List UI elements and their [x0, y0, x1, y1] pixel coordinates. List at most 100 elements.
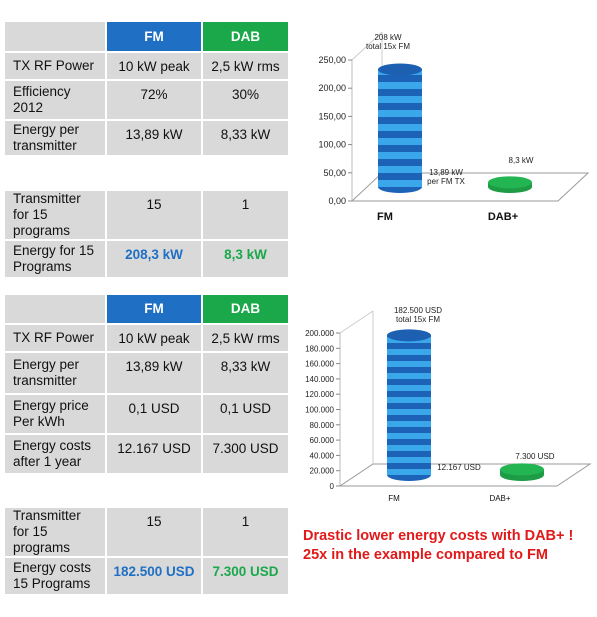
- cost-table-1: FM DAB TX RF Power 10 kW peak 2,5 kW rms…: [5, 295, 290, 475]
- dab-value: 8,33 kW: [203, 353, 290, 395]
- bar-body: [387, 335, 431, 481]
- energy-table-1: FM DAB TX RF Power 10 kW peak 2,5 kW rms…: [5, 22, 290, 157]
- category-label: FM: [377, 211, 393, 223]
- y-tick-label: 80.000: [310, 421, 335, 430]
- dab-total: 7.300 USD: [203, 558, 290, 596]
- row-label: Energy per transmitter: [5, 121, 107, 157]
- fm-total: 208,3 kW: [107, 241, 203, 279]
- y-tick-label: 180.000: [305, 344, 334, 353]
- y-tick-label: 140.000: [305, 375, 334, 384]
- fm-header: FM: [107, 22, 203, 53]
- y-tick-label: 100.000: [305, 406, 334, 415]
- fm-value: 10 kW peak: [107, 325, 203, 353]
- y-axis-ticks: 0 20.000 40.000 60.000 80.000 100.000 120.000 1…: [305, 329, 340, 491]
- row-label: Energy price Per kWh: [5, 395, 107, 435]
- header-blank-cell: [5, 295, 107, 325]
- fm-value: 12.167 USD: [107, 435, 203, 475]
- y-tick-label: 250,00: [318, 55, 346, 65]
- dab-value: 0,1 USD: [203, 395, 290, 435]
- fm-header: FM: [107, 295, 203, 325]
- x-axis-labels: FM DAB+: [377, 211, 518, 223]
- cost-chart: 0 20.000 40.000 60.000 80.000 100.000 120.000 1…: [305, 306, 592, 503]
- bar-top: [378, 63, 422, 76]
- y-tick-label: 150,00: [318, 111, 346, 121]
- dab-total: 8,3 kW: [203, 241, 290, 279]
- y-tick-label: 20.000: [310, 467, 335, 476]
- conclusion-note: Drastic lower energy costs with DAB+ ! 2…: [303, 527, 573, 565]
- fm-value: 13,89 kW: [107, 353, 203, 395]
- annotation-label: 13,89 kW: [429, 168, 463, 177]
- category-label: DAB+: [488, 211, 518, 223]
- floor-plane: [338, 463, 592, 487]
- bar-dab: [488, 176, 532, 193]
- annotation-label: total 15x FM: [396, 315, 440, 324]
- y-tick-label: 200,00: [318, 83, 346, 93]
- dab-value: 7.300 USD: [203, 435, 290, 475]
- dab-value: 1: [203, 508, 290, 558]
- bar-dab: [500, 463, 544, 481]
- annotation-label: per FM TX: [427, 177, 465, 186]
- wall-edge: [339, 310, 374, 334]
- annotation-label: 12.167 USD: [437, 463, 481, 472]
- annotation-label: 182.500 USD: [394, 306, 442, 315]
- bar-fm: [378, 63, 422, 193]
- annotation-label: 8,3 kW: [509, 156, 534, 165]
- bar-top: [387, 329, 431, 342]
- y-tick-label: 120.000: [305, 390, 334, 399]
- row-label: Transmitter for 15 programs: [5, 191, 107, 241]
- fm-value: 13,89 kW: [107, 121, 203, 157]
- energy-chart: 0,00 50,00 100,00 150,00 200,00 250,00 FM DAB+…: [318, 31, 590, 223]
- y-tick-label: 0: [330, 482, 335, 491]
- fm-value: 0,1 USD: [107, 395, 203, 435]
- bars: [387, 329, 544, 481]
- fm-total: 182.500 USD: [107, 558, 203, 596]
- dab-value: 30%: [203, 81, 290, 121]
- dab-header: DAB: [203, 22, 290, 53]
- fm-value: 10 kW peak: [107, 53, 203, 81]
- bar-top: [488, 176, 532, 189]
- bar-body: [378, 69, 422, 193]
- annotation-label: 7.300 USD: [515, 452, 554, 461]
- bars: [378, 63, 532, 193]
- row-label: Energy per transmitter: [5, 353, 107, 395]
- wall-edge: [351, 31, 383, 61]
- annotation-label: total 15x FM: [366, 42, 410, 51]
- y-tick-label: 200.000: [305, 329, 334, 338]
- y-tick-label: 40.000: [310, 451, 335, 460]
- fm-value: 72%: [107, 81, 203, 121]
- dab-value: 8,33 kW: [203, 121, 290, 157]
- y-tick-label: 60.000: [310, 436, 335, 445]
- y-tick-label: 50,00: [323, 168, 346, 178]
- y-tick-label: 100,00: [318, 140, 346, 150]
- dab-value: 2,5 kW rms: [203, 53, 290, 81]
- y-tick-label: 160.000: [305, 360, 334, 369]
- dab-value: 1: [203, 191, 290, 241]
- row-label: Energy costs 15 Programs: [5, 558, 107, 596]
- dab-value: 2,5 kW rms: [203, 325, 290, 353]
- y-axis-ticks: 0,00 50,00 100,00 150,00 200,00 250,00: [318, 55, 352, 206]
- bar-top: [500, 463, 544, 476]
- row-label: Energy costs after 1 year: [5, 435, 107, 475]
- row-label: TX RF Power: [5, 53, 107, 81]
- x-axis-labels: FM DAB+: [388, 494, 511, 503]
- row-label: TX RF Power: [5, 325, 107, 353]
- category-label: DAB+: [489, 494, 510, 503]
- fm-value: 15: [107, 191, 203, 241]
- note-line-2: 25x in the example compared to FM: [303, 547, 548, 563]
- fm-value: 15: [107, 508, 203, 558]
- bar-fm: [387, 329, 431, 481]
- row-label: Energy for 15 Programs: [5, 241, 107, 279]
- annotation-label: 208 kW: [374, 33, 402, 42]
- row-label: Transmitter for 15 programs: [5, 508, 107, 558]
- floor-plane: [350, 172, 590, 202]
- note-line-1: Drastic lower energy costs with DAB+ !: [303, 528, 574, 544]
- dab-header: DAB: [203, 295, 290, 325]
- row-label: Efficiency 2012: [5, 81, 107, 121]
- cost-table-2: Transmitter for 15 programs 15 1 Energy …: [5, 508, 290, 596]
- category-label: FM: [388, 494, 400, 503]
- energy-table-2: Transmitter for 15 programs 15 1 Energy …: [5, 191, 290, 279]
- y-tick-label: 0,00: [328, 196, 346, 206]
- header-blank-cell: [5, 22, 107, 53]
